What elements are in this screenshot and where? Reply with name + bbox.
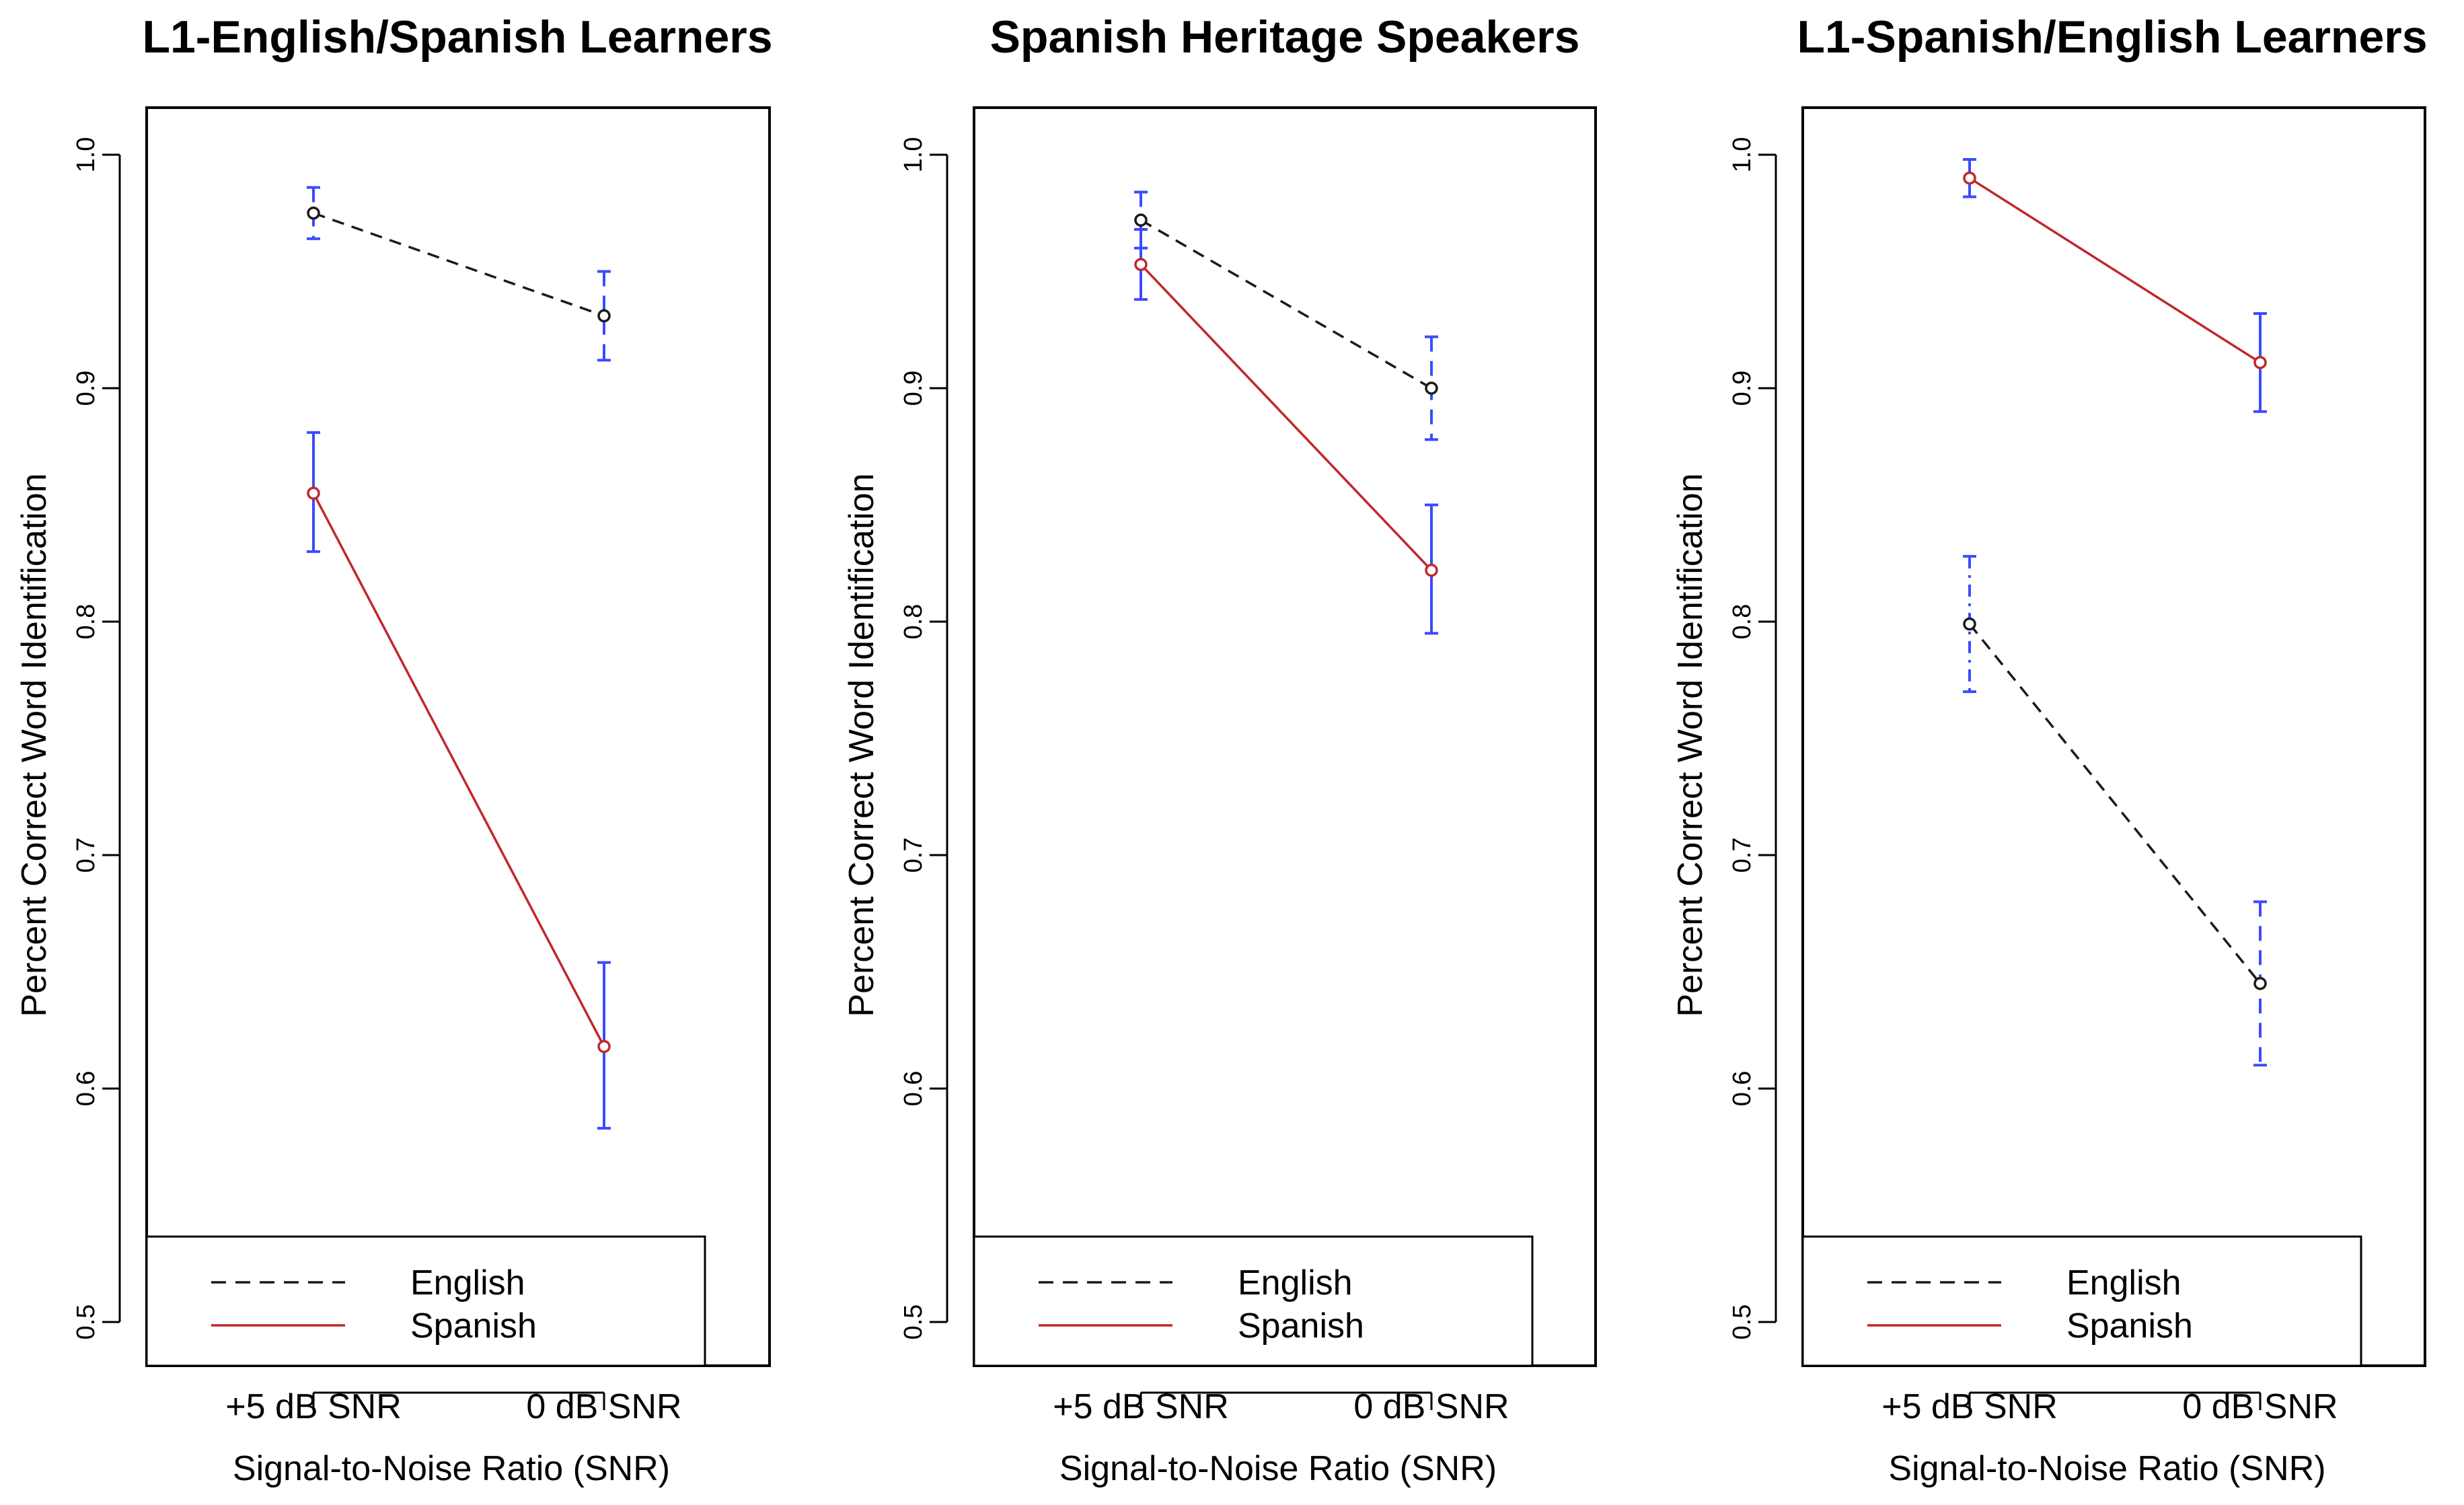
y-tick-label: 0.9 bbox=[72, 371, 100, 406]
y-tick-label: 1.0 bbox=[72, 137, 100, 173]
x-tick-label: +5 dB SNR bbox=[225, 1387, 402, 1426]
legend-label-spanish: Spanish bbox=[2066, 1307, 2193, 1346]
panel-title: L1-English/Spanish Learners bbox=[142, 11, 772, 63]
y-tick-label: 0.5 bbox=[899, 1305, 928, 1340]
y-tick-label: 0.6 bbox=[1728, 1071, 1756, 1107]
english-data-point bbox=[1134, 213, 1148, 227]
spanish-data-point bbox=[597, 1039, 611, 1054]
english-data-point bbox=[307, 207, 320, 220]
x-tick-label: 0 dB SNR bbox=[1353, 1387, 1509, 1426]
y-tick-label: 0.8 bbox=[72, 604, 100, 640]
spanish-series-line bbox=[312, 492, 605, 1048]
english-data-point bbox=[1963, 617, 1976, 631]
legend-box bbox=[145, 1235, 706, 1367]
legend-box bbox=[1801, 1235, 2362, 1367]
english-data-point bbox=[2253, 977, 2267, 990]
legend-box bbox=[973, 1235, 1534, 1367]
legend: English Spanish bbox=[145, 1235, 706, 1367]
spanish-data-point bbox=[1425, 563, 1438, 577]
y-tick-label: 0.6 bbox=[72, 1071, 100, 1107]
plot-frame bbox=[145, 106, 771, 1367]
legend: English Spanish bbox=[1801, 1235, 2362, 1367]
y-tick-label: 0.9 bbox=[1728, 371, 1756, 406]
spanish-data-point bbox=[1963, 171, 1976, 185]
plot-frame bbox=[973, 106, 1597, 1367]
y-axis-title: Percent Correct Word Identification bbox=[842, 473, 881, 1017]
panel-title: L1-Spanish/English Learners bbox=[1797, 11, 2427, 63]
legend: English Spanish bbox=[973, 1235, 1534, 1367]
x-axis-title: Signal-to-Noise Ratio (SNR) bbox=[1059, 1449, 1497, 1488]
x-tick-label: +5 dB SNR bbox=[1881, 1387, 2058, 1426]
panel-3: L1-Spanish/English Learners 0.5 0.6 0.7 0.8 0… bbox=[1671, 11, 2428, 1488]
english-series-line bbox=[313, 212, 605, 318]
english-series-line bbox=[1968, 623, 2262, 984]
y-tick-label: 0.5 bbox=[1728, 1305, 1756, 1340]
legend-label-english: English bbox=[1238, 1263, 1353, 1302]
y-tick-label: 0.8 bbox=[899, 604, 928, 640]
y-axis-title: Percent Correct Word Identification bbox=[1671, 473, 1710, 1017]
spanish-data-point bbox=[307, 486, 320, 500]
y-tick-label: 0.7 bbox=[72, 838, 100, 873]
y-axis-title: Percent Correct Word Identification bbox=[15, 473, 54, 1017]
panel-title: Spanish Heritage Speakers bbox=[990, 11, 1580, 63]
y-tick-label: 1.0 bbox=[899, 137, 928, 173]
legend-label-spanish: Spanish bbox=[410, 1307, 537, 1346]
english-series-line bbox=[1140, 219, 1432, 390]
y-tick-label: 0.8 bbox=[1728, 604, 1756, 640]
english-data-point bbox=[1425, 381, 1438, 395]
y-tick-label: 0.7 bbox=[899, 838, 928, 873]
spanish-data-point bbox=[1134, 258, 1148, 271]
plot-frame bbox=[1801, 106, 2426, 1367]
x-axis-title: Signal-to-Noise Ratio (SNR) bbox=[1888, 1449, 2325, 1488]
english-data-point bbox=[597, 309, 611, 323]
spanish-series-line bbox=[1969, 177, 2261, 364]
y-tick-label: 0.7 bbox=[1728, 838, 1756, 873]
spanish-data-point bbox=[2253, 356, 2267, 369]
x-tick-label: 0 dB SNR bbox=[2182, 1387, 2338, 1426]
legend-label-english: English bbox=[410, 1263, 525, 1302]
y-tick-label: 0.9 bbox=[899, 371, 928, 406]
x-axis-title: Signal-to-Noise Ratio (SNR) bbox=[233, 1449, 670, 1488]
legend-label-english: English bbox=[2066, 1263, 2181, 1302]
panel-1: L1-English/Spanish Learners 0.5 0.6 0.7 0.8 0… bbox=[15, 11, 773, 1488]
x-tick-label: +5 dB SNR bbox=[1053, 1387, 1229, 1426]
spanish-series-line bbox=[1140, 263, 1433, 571]
y-tick-label: 0.6 bbox=[899, 1071, 928, 1107]
y-tick-label: 1.0 bbox=[1728, 137, 1756, 173]
x-tick-label: 0 dB SNR bbox=[526, 1387, 681, 1426]
legend-label-spanish: Spanish bbox=[1238, 1307, 1364, 1346]
panel-2: Spanish Heritage Speakers 0.5 0.6 0.7 0.8 0.9… bbox=[842, 11, 1597, 1488]
y-tick-label: 0.5 bbox=[72, 1305, 100, 1340]
